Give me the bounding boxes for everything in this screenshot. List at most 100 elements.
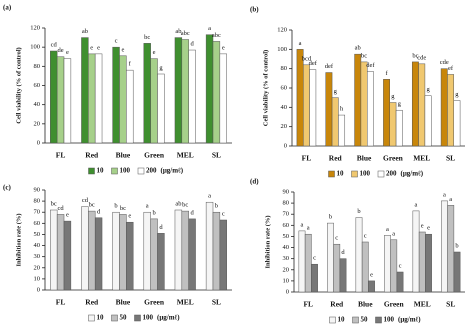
legend-label: 10 bbox=[97, 167, 105, 175]
legend-swatch bbox=[377, 170, 385, 178]
x-tick-label: SL bbox=[446, 154, 455, 163]
significance-letter: cde bbox=[417, 54, 426, 61]
bar bbox=[355, 217, 363, 293]
bar bbox=[157, 73, 165, 144]
bar bbox=[453, 100, 461, 147]
bar bbox=[354, 53, 362, 147]
significance-letter: c bbox=[364, 232, 367, 239]
bar bbox=[112, 211, 120, 291]
bar bbox=[296, 49, 304, 147]
y-tick-label: 120 bbox=[277, 26, 287, 33]
bar bbox=[389, 102, 397, 147]
significance-letter: a bbox=[415, 201, 418, 208]
bar bbox=[361, 241, 369, 293]
bar bbox=[327, 222, 334, 293]
significance-letter: cd bbox=[58, 205, 65, 212]
legend-unit: (μg/mℓ) bbox=[398, 316, 421, 324]
significance-letter: g bbox=[334, 88, 338, 95]
x-tick-label: MEL bbox=[413, 154, 430, 163]
significance-letter: e bbox=[153, 49, 156, 56]
legend-label: 10 bbox=[338, 316, 346, 324]
x-tick-label: Green bbox=[144, 298, 165, 307]
significance-letter: e bbox=[66, 212, 69, 219]
x-tick-label: Red bbox=[329, 154, 343, 163]
y-tick-label: 50 bbox=[34, 231, 41, 238]
significance-letter: d bbox=[190, 209, 194, 216]
x-tick-label: SL bbox=[446, 300, 455, 309]
x-tick-label: Red bbox=[330, 300, 344, 309]
significance-letter: a bbox=[146, 203, 149, 210]
y-tick-label: 60 bbox=[34, 220, 41, 227]
bar bbox=[63, 220, 72, 291]
y-tick-label: 100 bbox=[30, 44, 40, 51]
legend-swatch bbox=[88, 167, 95, 175]
legend-label: 200 bbox=[146, 167, 157, 175]
bar bbox=[384, 235, 391, 293]
bar bbox=[94, 217, 103, 291]
y-tick-label: 30 bbox=[283, 255, 290, 262]
bar bbox=[338, 114, 346, 147]
y-tick-label: 20 bbox=[281, 123, 288, 130]
significance-letter: a bbox=[449, 196, 452, 203]
y-tick-label: 0 bbox=[37, 139, 40, 146]
bar bbox=[339, 258, 347, 293]
legend-swatch bbox=[137, 167, 145, 175]
y-tick-label: 80 bbox=[34, 198, 41, 205]
legend-swatch bbox=[352, 316, 359, 324]
significance-letter: a bbox=[301, 221, 304, 228]
y-tick-label: 30 bbox=[34, 253, 41, 260]
significance-letter: e bbox=[421, 222, 424, 229]
significance-letter: d bbox=[190, 41, 194, 48]
y-tick-label: 10 bbox=[283, 277, 290, 284]
legend-label: 200 bbox=[386, 170, 397, 178]
bar bbox=[411, 61, 419, 147]
bar bbox=[157, 233, 165, 291]
bar bbox=[126, 69, 134, 144]
bar bbox=[50, 50, 58, 144]
bar bbox=[88, 53, 96, 144]
y-tick-label: 80 bbox=[283, 200, 290, 207]
significance-letter: e bbox=[97, 44, 100, 51]
bar bbox=[174, 37, 183, 144]
bar bbox=[212, 211, 221, 291]
significance-letter: b bbox=[455, 242, 458, 249]
y-axis-label: Inhibition rate (%) bbox=[264, 215, 271, 268]
significance-letter: ab bbox=[175, 200, 181, 207]
bar bbox=[112, 46, 120, 144]
significance-letter: b bbox=[215, 203, 218, 210]
legend-swatch bbox=[329, 316, 336, 324]
significance-letter: bc bbox=[120, 205, 126, 212]
bar bbox=[412, 210, 420, 293]
bar bbox=[441, 200, 448, 293]
bar bbox=[205, 34, 214, 144]
x-tick-label: Red bbox=[85, 298, 99, 307]
y-axis-label: Cell viability (% of control) bbox=[15, 47, 22, 123]
significance-letter: a bbox=[307, 225, 310, 232]
x-tick-label: MEL bbox=[177, 298, 194, 307]
bar bbox=[126, 221, 134, 291]
significance-letter: b bbox=[152, 209, 155, 216]
y-tick-label: 70 bbox=[283, 211, 290, 218]
panel-label: (c) bbox=[3, 184, 11, 192]
y-tick-label: 20 bbox=[283, 266, 290, 273]
significance-letter: c bbox=[222, 210, 225, 217]
y-tick-label: 0 bbox=[284, 142, 287, 149]
significance-letter: a bbox=[392, 230, 395, 237]
y-tick-label: 70 bbox=[34, 209, 41, 216]
significance-letter: d bbox=[341, 249, 345, 256]
bar bbox=[63, 58, 72, 144]
bar bbox=[119, 55, 127, 144]
bar bbox=[212, 41, 221, 144]
significance-letter: a bbox=[386, 226, 389, 233]
significance-letter: abc bbox=[212, 32, 221, 39]
y-tick-label: 40 bbox=[34, 242, 41, 249]
bar bbox=[181, 39, 189, 144]
bar bbox=[453, 251, 461, 293]
x-tick-label: MEL bbox=[177, 151, 194, 160]
bar bbox=[325, 72, 333, 147]
significance-letter: ef bbox=[448, 65, 454, 72]
significance-letter: g bbox=[426, 86, 430, 93]
bar bbox=[219, 219, 227, 291]
y-tick-label: 40 bbox=[283, 244, 290, 251]
